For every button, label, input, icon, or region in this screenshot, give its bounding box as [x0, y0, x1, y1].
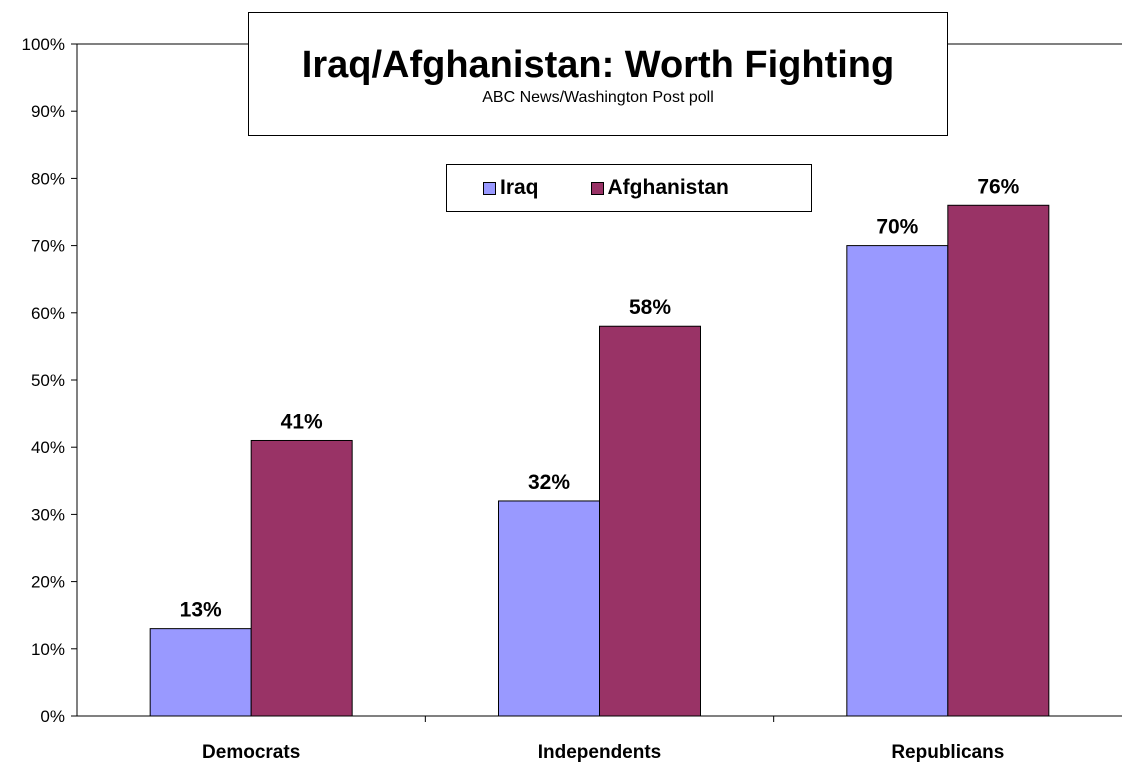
y-tick-label: 0% [40, 707, 65, 726]
y-tick-label: 60% [31, 304, 65, 323]
chart-title-box: Iraq/Afghanistan: Worth Fighting ABC New… [248, 12, 948, 136]
chart-subtitle: ABC News/Washington Post poll [482, 89, 714, 106]
data-labels: 13% 41% 32% 58% 70% 76% [180, 175, 1020, 621]
legend-item-afghanistan: Afghanistan [590, 176, 729, 200]
data-label-afghanistan-democrats: 41% [281, 410, 323, 433]
legend-swatch-afghanistan [590, 181, 604, 195]
category-labels: Democrats Independents Republicans [202, 716, 1004, 763]
data-label-afghanistan-independents: 58% [629, 296, 671, 319]
legend: Iraq Afghanistan [446, 164, 812, 212]
bar-iraq-republicans [846, 245, 949, 717]
legend-label-iraq: Iraq [500, 176, 539, 199]
y-tick-label: 20% [31, 573, 65, 592]
bar-iraq-democrats [149, 628, 252, 717]
legend-swatch-iraq [483, 181, 496, 195]
category-label-republicans: Republicans [891, 742, 1004, 763]
y-tick-label: 80% [31, 169, 65, 188]
bar-afghanistan-republicans [947, 204, 1050, 717]
data-label-iraq-republicans: 70% [876, 216, 918, 239]
legend-label-afghanistan: Afghanistan [607, 176, 729, 199]
data-label-afghanistan-republicans: 76% [977, 175, 1019, 198]
bar-iraq-independents [498, 500, 600, 717]
y-axis-ticks: 0% 10% 20% 30% 40% 50% 60% 70% 80% 90% 100% [22, 35, 77, 726]
y-tick-label: 40% [31, 438, 65, 457]
y-tick-label: 100% [22, 35, 65, 54]
category-label-independents: Independents [538, 742, 662, 763]
bar-afghanistan-independents [599, 325, 701, 717]
y-tick-label: 10% [31, 640, 65, 659]
chart-title: Iraq/Afghanistan: Worth Fighting [301, 44, 895, 86]
bars [149, 204, 1050, 717]
y-tick-label: 50% [31, 371, 65, 390]
category-label-democrats: Democrats [202, 742, 300, 763]
data-label-iraq-independents: 32% [528, 471, 570, 494]
data-label-iraq-democrats: 13% [180, 599, 222, 622]
y-tick-label: 70% [31, 237, 65, 256]
y-tick-label: 90% [31, 102, 65, 121]
y-tick-label: 30% [31, 505, 65, 524]
legend-item-iraq: Iraq [483, 176, 539, 200]
bar-afghanistan-democrats [250, 439, 353, 717]
